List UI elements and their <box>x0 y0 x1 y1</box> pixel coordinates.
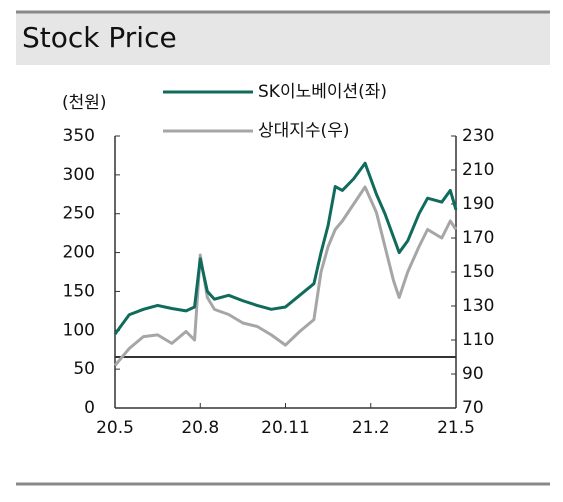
y-tick-label: 250 <box>63 204 95 224</box>
y2-tick-label: 130 <box>462 296 494 316</box>
x-tick-label: 21.2 <box>352 418 390 438</box>
y2-tick-label: 110 <box>462 330 494 350</box>
y2-tick-label: 170 <box>462 228 494 248</box>
y-tick-label: 150 <box>63 281 95 301</box>
x-tick-label: 21.5 <box>437 418 475 438</box>
y2-tick-label: 70 <box>462 398 484 418</box>
y-tick-label: 50 <box>73 359 95 379</box>
y2-tick-label: 150 <box>462 262 494 282</box>
title-bar <box>16 12 550 65</box>
x-tick-label: 20.8 <box>181 418 219 438</box>
y-axis-label: (천원) <box>62 93 107 113</box>
y2-tick-label: 230 <box>462 126 494 146</box>
y2-tick-label: 190 <box>462 194 494 214</box>
x-tick-label: 20.5 <box>96 418 134 438</box>
chart-title: Stock Price <box>22 21 177 54</box>
y-tick-label: 200 <box>63 243 95 263</box>
legend-label: 상대지수(우) <box>258 121 349 141</box>
y-tick-label: 350 <box>63 126 95 146</box>
x-tick-label: 20.11 <box>261 418 310 438</box>
y2-tick-label: 90 <box>462 364 484 384</box>
y-tick-label: 0 <box>84 398 95 418</box>
series-line <box>113 185 458 367</box>
legend-label: SK이노베이션(좌) <box>258 82 387 102</box>
y2-tick-label: 210 <box>462 160 494 180</box>
y-tick-label: 100 <box>63 320 95 340</box>
series-line <box>113 161 458 336</box>
y-tick-label: 300 <box>63 165 95 185</box>
